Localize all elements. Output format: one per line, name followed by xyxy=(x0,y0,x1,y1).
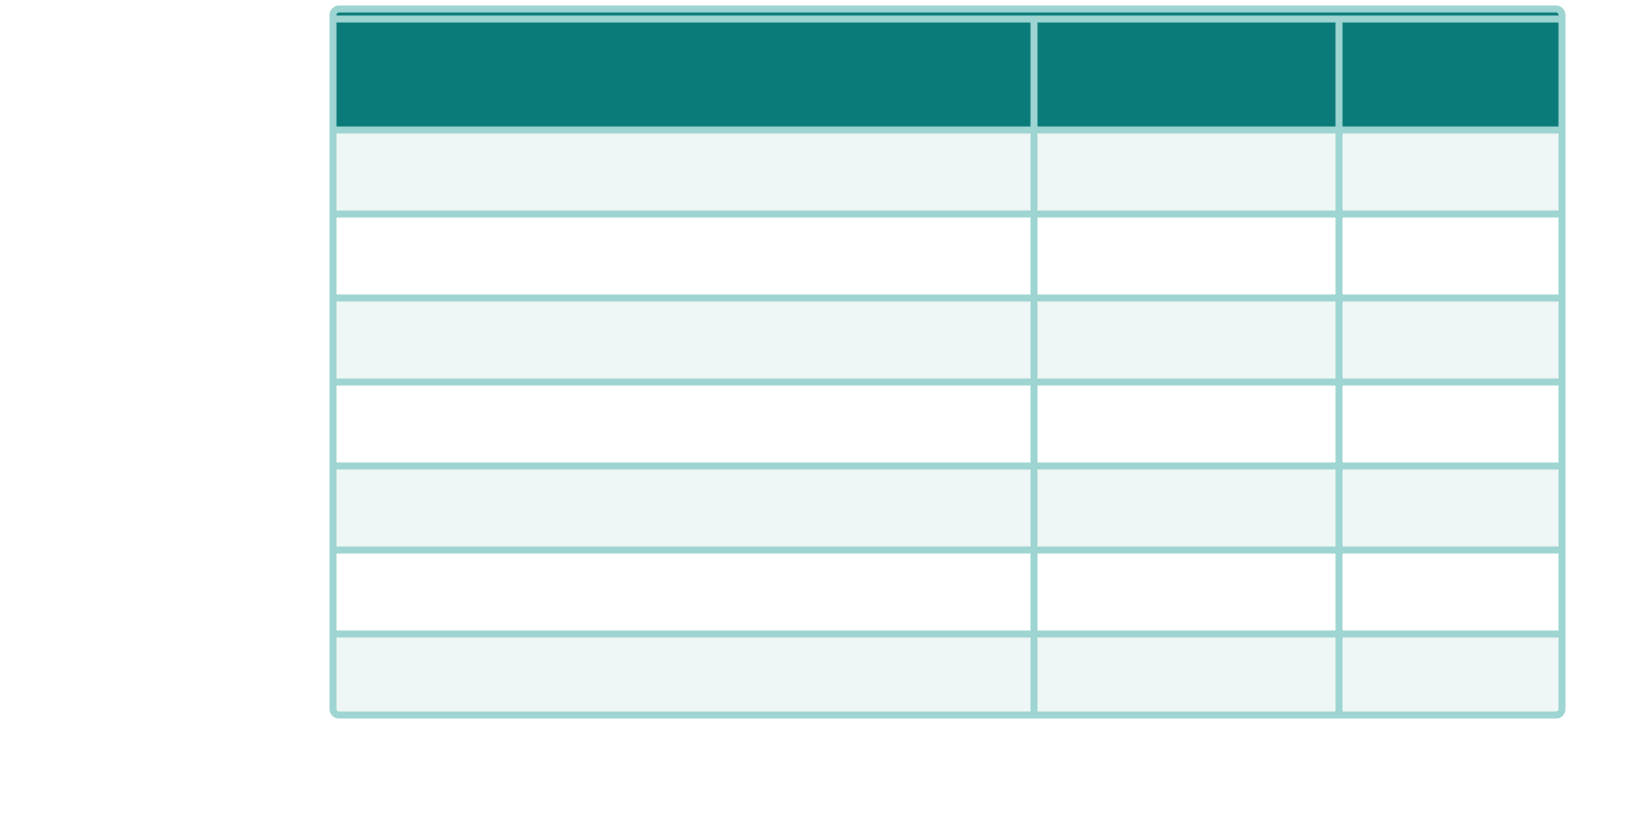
table-row xyxy=(333,214,1562,298)
table-row xyxy=(333,298,1562,382)
table-row xyxy=(333,130,1562,214)
table-row xyxy=(333,382,1562,466)
table-row xyxy=(333,634,1562,715)
table-border xyxy=(329,5,1566,719)
table-row xyxy=(333,466,1562,550)
table-row xyxy=(333,550,1562,634)
header-row xyxy=(333,9,1562,130)
